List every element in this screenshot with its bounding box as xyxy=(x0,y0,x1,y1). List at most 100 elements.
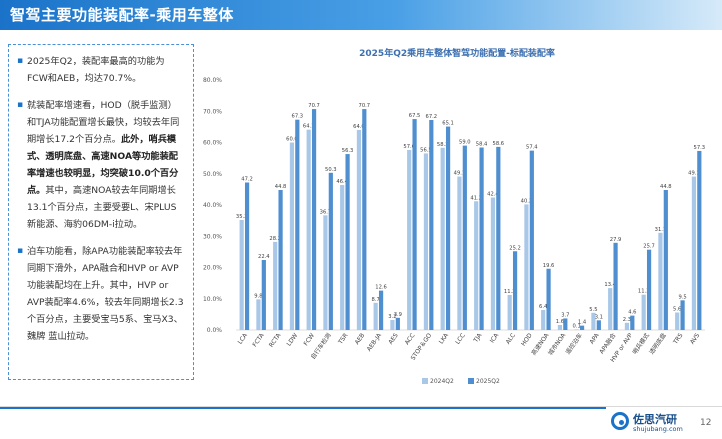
bar-2025Q2 xyxy=(429,120,434,330)
x-tick-label: RCTA xyxy=(268,331,283,348)
bar-2024Q2 xyxy=(457,176,462,330)
data-label-2024Q2: 35.2 xyxy=(236,214,248,220)
bar-2024Q2 xyxy=(423,153,429,330)
legend-swatch-2025Q2 xyxy=(468,378,474,384)
bar-2025Q2 xyxy=(244,182,250,330)
summary-point-3-text: 泊车功能看，除APA功能装配率较去年同期下滑外，APA融合和HVP or AVP… xyxy=(27,246,184,342)
bar-2024Q2 xyxy=(524,204,529,330)
summary-panel: 2025年Q2，装配率最高的功能为FCW和AEB，均达70.7%。 就装配率增速… xyxy=(8,44,194,380)
data-label-2024Q2: 8.7 xyxy=(372,297,380,303)
data-label-2025Q2: 57.3 xyxy=(694,145,706,151)
data-label-2025Q2: 44.8 xyxy=(275,184,287,190)
bar-2024Q2 xyxy=(474,201,479,330)
data-label-2025Q2: 44.8 xyxy=(660,184,672,190)
data-label-2025Q2: 9.5 xyxy=(678,294,686,300)
data-label-2024Q2: 31.1 xyxy=(655,227,667,233)
x-tick-label: 透明底盘 xyxy=(647,332,667,356)
data-label-2024Q2: 40.2 xyxy=(521,198,533,204)
bar-2025Q2 xyxy=(311,109,317,330)
bar-2025Q2 xyxy=(596,320,601,330)
bar-2025Q2 xyxy=(663,190,668,330)
y-tick-label: 50.0% xyxy=(203,171,222,178)
bar-2024Q2 xyxy=(557,325,563,330)
data-label-2025Q2: 3.7 xyxy=(561,312,569,318)
bar-2025Q2 xyxy=(345,154,350,330)
bar-2024Q2 xyxy=(541,310,546,330)
data-label-2024Q2: 49.1 xyxy=(688,171,700,177)
legend: 2024Q2 2025Q2 xyxy=(422,378,500,385)
bar-2025Q2 xyxy=(378,290,384,330)
bar-2024Q2 xyxy=(356,130,362,330)
bar-2025Q2 xyxy=(462,145,467,330)
bar-2025Q2 xyxy=(529,150,534,330)
bar-2024Q2 xyxy=(390,320,395,330)
bar-2024Q2 xyxy=(289,142,295,330)
y-tick-label: 10.0% xyxy=(203,296,222,303)
x-tick-label: APA xyxy=(588,331,601,345)
data-label-2024Q2: 5.6 xyxy=(673,307,681,313)
bar-2024Q2 xyxy=(574,329,579,330)
bar-2024Q2 xyxy=(256,299,261,330)
x-tick-label: AEB-JA xyxy=(366,331,384,352)
data-label-2025Q2: 3.9 xyxy=(394,312,402,318)
y-tick-label: 0.0% xyxy=(207,327,223,334)
data-label-2025Q2: 19.6 xyxy=(543,263,555,269)
summary-point-1: 2025年Q2，装配率最高的功能为FCW和AEB，均达70.7%。 xyxy=(17,53,185,87)
x-tick-label: FCTA xyxy=(251,331,266,348)
x-tick-label: ALC xyxy=(505,332,517,346)
data-label-2024Q2: 64.1 xyxy=(303,124,315,130)
bar-2024Q2 xyxy=(340,185,345,330)
summary-point-2-text-b: 其中，高速NOA较去年同期增长13.1个百分点，主要受要L、宋PLUS新能源、海… xyxy=(27,185,177,230)
summary-point-1-text: 2025年Q2，装配率最高的功能为FCW和AEB，均达70.7%。 xyxy=(27,56,165,84)
summary-point-2-text-a: 就装配率增速看，HOD（脱手监测）和TJA功能配置增长最快，均较去年同期增长17… xyxy=(27,100,180,145)
bar-2024Q2 xyxy=(591,312,596,330)
y-axis: 0.0% 10.0% 20.0% 30.0% 40.0% 50.0% 60.0% 70.0% 8… xyxy=(203,77,705,334)
bar-2024Q2 xyxy=(239,220,244,330)
x-tick-label: AEB xyxy=(354,332,367,346)
data-label-2024Q2: 60.0 xyxy=(286,137,298,143)
data-label-2024Q2: 1.6 xyxy=(556,319,564,325)
data-label-2024Q2: 9.8 xyxy=(254,293,262,299)
page-number: 12 xyxy=(700,418,712,428)
logo-icon xyxy=(611,412,629,430)
bar-2024Q2 xyxy=(507,295,512,330)
data-label-2025Q2: 4.6 xyxy=(628,310,636,316)
data-label-2024Q2: 56.5 xyxy=(420,147,432,153)
bar-2024Q2 xyxy=(440,147,445,330)
bar-2024Q2 xyxy=(323,215,328,330)
data-label-2025Q2: 70.7 xyxy=(359,103,371,109)
x-tick-label: ICA xyxy=(489,331,501,344)
y-tick-label: 80.0% xyxy=(203,77,222,84)
data-label-2024Q2: 49.1 xyxy=(454,171,466,177)
y-tick-label: 60.0% xyxy=(203,140,222,147)
data-label-2025Q2: 25.7 xyxy=(643,244,655,250)
data-label-2025Q2: 56.3 xyxy=(342,148,354,154)
x-tick-label: HOD xyxy=(520,332,534,348)
bar-2025Q2 xyxy=(546,268,551,330)
data-label-2024Q2: 3.2 xyxy=(388,314,396,320)
data-label-2024Q2: 2.3 xyxy=(623,317,631,323)
bar-2025Q2 xyxy=(680,300,685,330)
bar-2025Q2 xyxy=(697,150,702,330)
bar-2024Q2 xyxy=(658,232,663,330)
bar-2025Q2 xyxy=(278,190,283,330)
data-label-2025Q2: 59.0 xyxy=(459,140,471,146)
x-tick-label: AES xyxy=(387,332,400,346)
x-tick-label: LDW xyxy=(286,332,300,347)
y-tick-label: 40.0% xyxy=(203,202,222,209)
bar-2025Q2 xyxy=(579,325,585,330)
data-label-2025Q2: 12.6 xyxy=(375,285,387,291)
data-label-2024Q2: 64.0 xyxy=(353,124,365,130)
x-tick-label: ACC xyxy=(404,332,417,346)
bar-2025Q2 xyxy=(613,242,618,330)
header-bar: 智驾主要功能装配率-乘用车整体 xyxy=(0,0,722,30)
x-tick-label: LCC xyxy=(454,332,466,346)
summary-point-2: 就装配率增速看，HOD（脱手监测）和TJA功能配置增长最快，均较去年同期增长17… xyxy=(17,97,185,233)
y-tick-label: 30.0% xyxy=(203,233,222,240)
data-label-2025Q2: 22.4 xyxy=(258,254,270,260)
x-tick-label: TJA xyxy=(472,331,484,344)
logo-url: shujubang.com xyxy=(633,425,683,433)
bar-2024Q2 xyxy=(407,150,412,330)
bar-2024Q2 xyxy=(373,302,378,330)
